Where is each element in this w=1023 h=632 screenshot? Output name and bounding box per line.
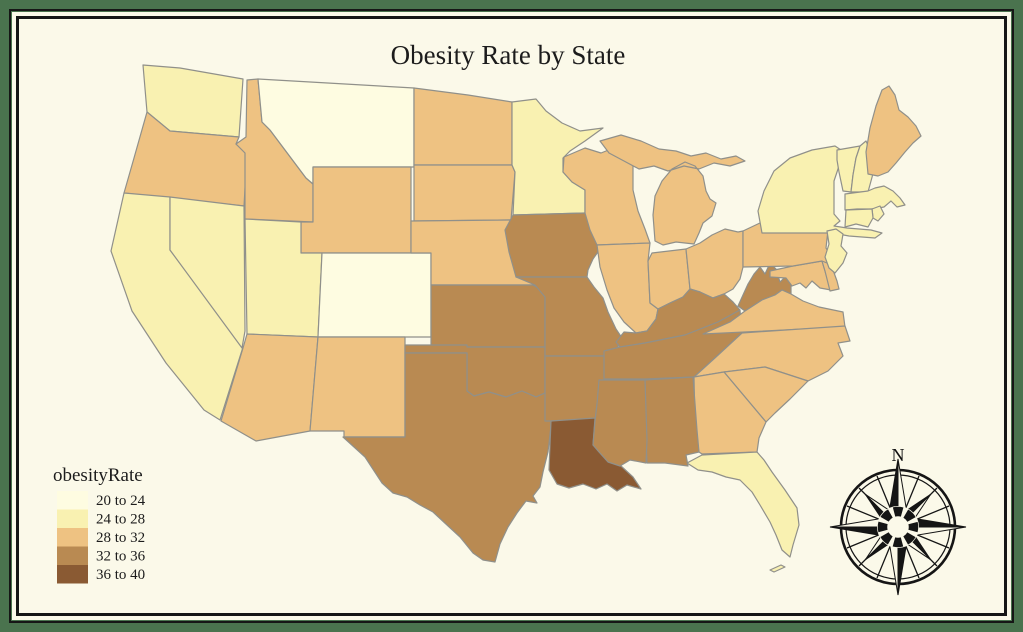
state-south-dakota: [413, 164, 516, 222]
legend-label-24-28: 24 to 28: [96, 512, 145, 528]
inner-frame-line: [16, 16, 1007, 616]
legend-label-20-24: 20 to 24: [96, 493, 146, 509]
legend-swatch-20-24: [57, 491, 88, 510]
legend-title: obesityRate: [53, 465, 143, 486]
compass-hub-segments: [877, 506, 919, 548]
state-florida: [686, 451, 800, 573]
state-kansas: [430, 284, 546, 348]
state-maine: [865, 85, 922, 177]
legend-label-32-36: 32 to 36: [96, 549, 146, 565]
compass-rose: N: [829, 445, 967, 596]
compass-north-label: N: [892, 445, 905, 465]
legend: obesityRate 20 to 24 24 to 28 28 to 32 3…: [53, 465, 146, 584]
state-michigan: [599, 134, 746, 246]
state-new-mexico: [309, 336, 406, 438]
legend-swatch-36-40: [57, 565, 88, 584]
state-virginia: [702, 289, 846, 335]
state-north-carolina: [693, 325, 851, 382]
state-rhode-island: [871, 205, 885, 222]
state-north-dakota: [413, 87, 513, 166]
state-alabama: [644, 376, 700, 467]
state-connecticut: [844, 208, 874, 228]
states-layer: [110, 64, 922, 573]
page-title: Obesity Rate by State: [391, 40, 626, 70]
legend-swatch-32-36: [57, 546, 88, 565]
state-minnesota: [511, 98, 604, 216]
legend-label-36-40: 36 to 40: [96, 567, 145, 583]
legend-swatch-24-28: [57, 509, 88, 528]
state-wyoming: [300, 166, 412, 254]
state-new-jersey: [824, 228, 848, 274]
state-mississippi: [592, 379, 648, 467]
legend-label-28-32: 28 to 32: [96, 530, 145, 546]
legend-swatch-28-32: [57, 528, 88, 547]
state-texas: [342, 352, 552, 563]
state-colorado: [317, 252, 432, 338]
state-new-york: [757, 145, 883, 239]
state-nevada: [169, 196, 246, 349]
outer-frame-line: [9, 9, 1014, 623]
